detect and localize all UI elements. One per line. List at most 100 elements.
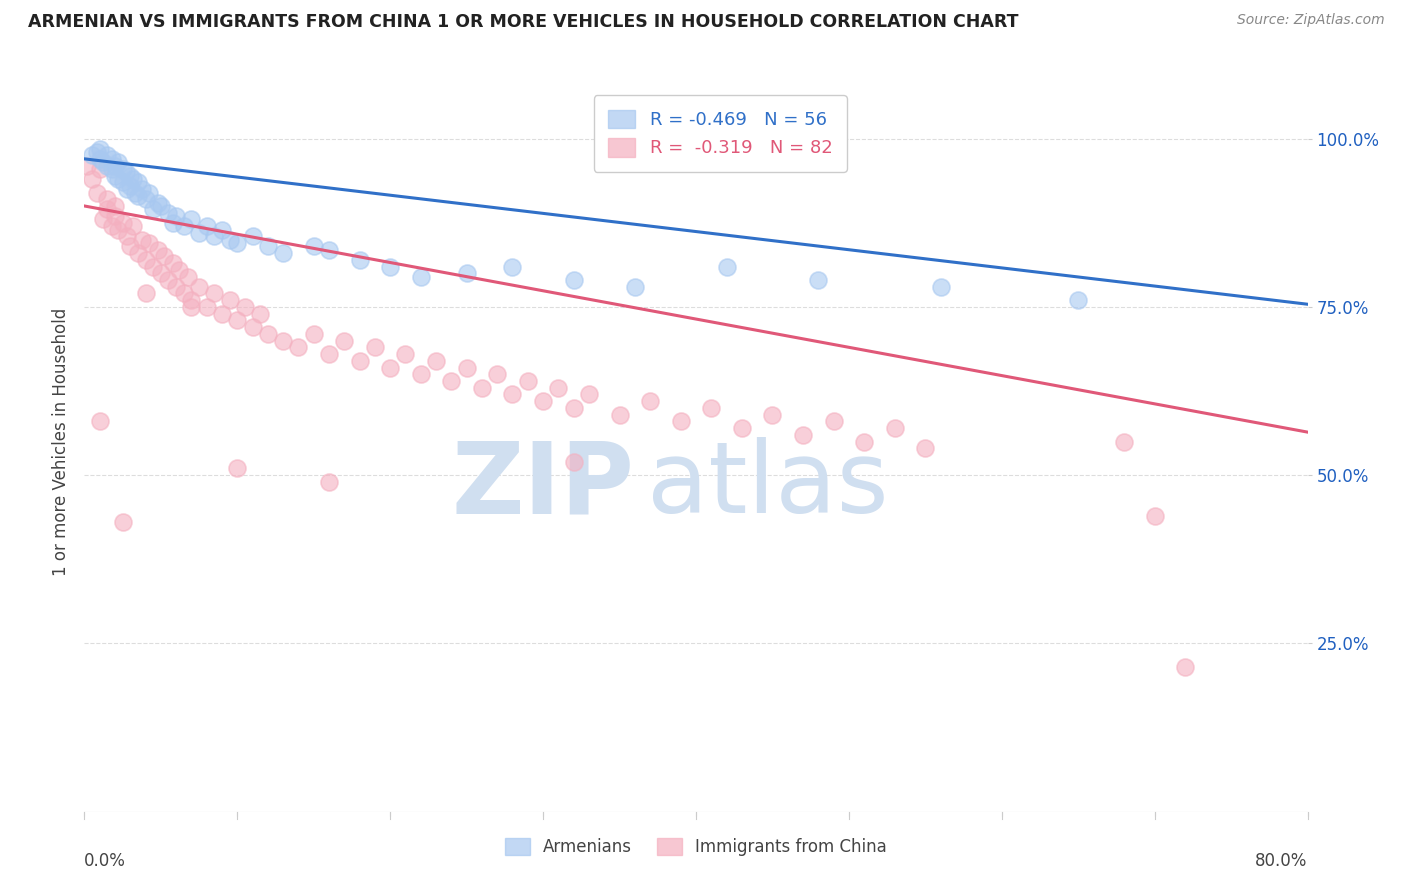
Point <box>195 219 218 234</box>
Point <box>146 195 169 210</box>
Text: Source: ZipAtlas.com: Source: ZipAtlas.com <box>1237 13 1385 28</box>
Point <box>1174 660 1197 674</box>
Point <box>114 165 136 179</box>
Point <box>211 307 233 321</box>
Point <box>318 475 340 489</box>
Point <box>138 186 160 200</box>
Point <box>218 233 240 247</box>
Point <box>318 243 340 257</box>
Point <box>149 266 172 280</box>
Point <box>440 374 463 388</box>
Point <box>101 161 124 176</box>
Text: 0.0%: 0.0% <box>84 853 127 871</box>
Point <box>624 279 647 293</box>
Point <box>257 326 280 341</box>
Point <box>562 401 585 415</box>
Point <box>349 353 371 368</box>
Point <box>165 209 187 223</box>
Point <box>142 260 165 274</box>
Text: atlas: atlas <box>647 437 889 534</box>
Point <box>127 246 149 260</box>
Point <box>86 145 108 160</box>
Point <box>153 250 176 264</box>
Point <box>89 161 111 176</box>
Point <box>516 374 538 388</box>
Point <box>578 387 600 401</box>
Point <box>226 313 249 327</box>
Point <box>669 414 692 428</box>
Point <box>380 260 402 274</box>
Point <box>131 233 153 247</box>
Point <box>111 216 134 230</box>
Point <box>257 239 280 253</box>
Y-axis label: 1 or more Vehicles in Household: 1 or more Vehicles in Household <box>52 308 70 575</box>
Point <box>409 368 432 382</box>
Point <box>104 209 127 223</box>
Point <box>111 175 134 190</box>
Point <box>302 239 325 253</box>
Point <box>157 205 180 219</box>
Point <box>91 212 114 227</box>
Point <box>792 427 814 442</box>
Point <box>425 353 447 368</box>
Point <box>124 186 146 200</box>
Point <box>609 408 631 422</box>
Point <box>173 219 195 234</box>
Point <box>162 216 184 230</box>
Point <box>131 182 153 196</box>
Point <box>127 189 149 203</box>
Point <box>883 421 905 435</box>
Text: 80.0%: 80.0% <box>1256 853 1308 871</box>
Point <box>165 279 187 293</box>
Point <box>142 202 165 217</box>
Point <box>149 199 172 213</box>
Point <box>242 229 264 244</box>
Point <box>173 286 195 301</box>
Point <box>107 155 129 169</box>
Point <box>531 394 554 409</box>
Point <box>162 256 184 270</box>
Point <box>177 269 200 284</box>
Point <box>271 246 294 260</box>
Point <box>562 455 585 469</box>
Point <box>120 169 142 183</box>
Point <box>700 401 723 415</box>
Point <box>91 155 114 169</box>
Point <box>188 279 211 293</box>
Point <box>302 326 325 341</box>
Point <box>211 222 233 236</box>
Point <box>135 286 157 301</box>
Legend: Armenians, Immigrants from China: Armenians, Immigrants from China <box>498 831 894 863</box>
Point <box>138 235 160 250</box>
Point <box>823 414 845 428</box>
Point <box>1143 508 1166 523</box>
Point <box>195 300 218 314</box>
Point <box>76 159 98 173</box>
Point <box>89 142 111 156</box>
Point <box>180 212 202 227</box>
Point <box>486 368 509 382</box>
Point <box>89 152 111 166</box>
Point <box>101 152 124 166</box>
Point <box>218 293 240 308</box>
Point <box>120 239 142 253</box>
Point <box>111 516 134 530</box>
Point <box>456 266 478 280</box>
Point <box>167 263 190 277</box>
Point <box>1067 293 1090 308</box>
Point <box>135 252 157 267</box>
Point <box>96 159 118 173</box>
Point <box>115 229 138 244</box>
Point <box>127 175 149 190</box>
Point <box>80 148 103 162</box>
Point <box>111 161 134 176</box>
Point <box>914 442 936 456</box>
Point <box>380 360 402 375</box>
Point <box>929 279 952 293</box>
Point <box>249 307 271 321</box>
Point <box>180 300 202 314</box>
Point <box>233 300 256 314</box>
Point <box>96 148 118 162</box>
Point <box>318 347 340 361</box>
Point <box>226 235 249 250</box>
